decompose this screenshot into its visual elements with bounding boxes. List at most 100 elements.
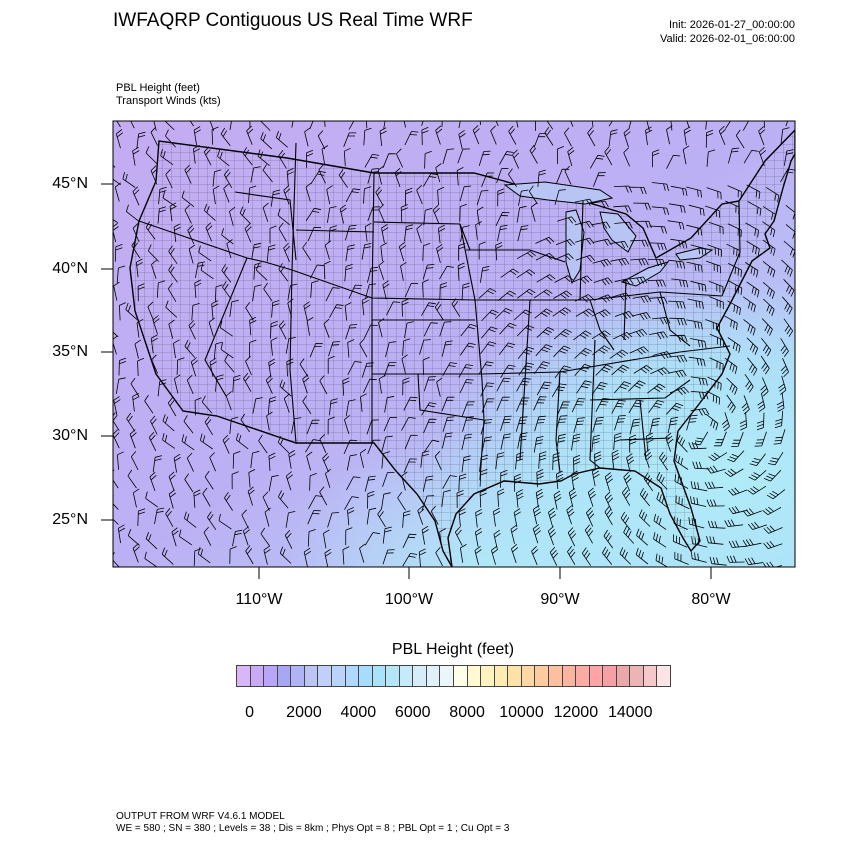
wind-barb [197,547,211,564]
colorbar-swatch [345,666,360,686]
colorbar-swatch [426,666,441,686]
wind-barb [367,206,381,222]
wind-barb [439,321,452,337]
wind-barb [669,387,690,396]
colorbar-swatch [264,666,278,686]
wind-barb [494,308,513,320]
wind-barb [571,433,581,451]
wind-barb [460,544,467,563]
wind-barb [229,416,239,434]
wind-barb [402,533,417,548]
wind-barb [423,173,438,187]
colorbar-tick-label: 14000 [607,704,653,721]
wind-barb [458,121,461,129]
lat-label-25n: 25°N [52,511,88,528]
wind-barb [742,121,750,131]
wind-barb [758,147,766,167]
wind-barb [704,205,720,218]
wind-barb [173,339,180,359]
wind-barb [200,263,214,280]
wind-barb [557,146,565,165]
wind-barb [215,374,224,392]
wind-barb [436,243,444,264]
wind-barb [516,377,531,392]
wind-barb [306,419,320,435]
wind-barb [668,259,686,269]
wind-barb [266,244,276,262]
wind-barb [653,532,667,548]
wind-barb [533,396,547,411]
wind-barb [345,399,356,416]
wind-barb [278,320,287,340]
wind-barb [420,450,430,468]
wind-barb [324,240,331,260]
wind-barb [495,211,510,226]
wind-barb [113,171,121,186]
colorbar-swatch [440,666,454,686]
wind-barb [747,357,758,376]
colorbar-swatch [562,666,577,686]
wind-barb [150,126,158,146]
wind-barb [220,127,231,147]
wind-barb [762,261,776,278]
wind-barb [396,148,404,168]
wind-barb [726,394,736,414]
wind-barb [673,516,688,530]
wind-barb [594,451,602,470]
wind-barb [147,301,154,321]
colorbar-swatch [386,666,400,686]
wind-barb [613,205,632,213]
wind-barb [184,473,194,493]
wind-barb [649,296,668,305]
wind-barb [513,309,532,321]
wind-barb [245,545,254,565]
wind-barb [232,374,241,393]
wind-barb [262,164,273,183]
wind-barb [746,337,759,355]
wind-barb [628,380,646,392]
wind-barb [537,169,546,187]
wind-barb [299,358,309,378]
wind-barb [193,548,202,566]
wind-barb [229,546,237,564]
wind-barb [636,528,649,546]
wind-barb [263,545,271,565]
wind-barb [423,376,436,392]
wind-barb [603,529,614,549]
wind-barb [756,412,765,431]
wind-barb [366,419,379,435]
wind-barb [422,356,430,376]
wind-barb [728,280,743,295]
wind-barb [553,290,573,299]
wind-barb [632,295,652,304]
wind-barb [478,241,486,260]
wind-barb [554,189,566,205]
wind-barb [727,450,745,463]
wind-barb [516,121,519,128]
wind-barb [306,451,313,471]
wind-barb [476,190,489,206]
wind-barb [591,121,594,128]
wind-barb [198,245,212,262]
wind-barb [497,290,516,302]
wind-barb [458,508,466,527]
wind-barb [347,339,355,358]
wind-barb [746,281,760,298]
wind-barb [136,318,144,338]
wind-barb [497,224,508,242]
wind-barb [760,355,770,375]
colorbar-swatch [454,666,468,686]
wind-barb [459,342,476,356]
plot-title: IWFAQRP Contiguous US Real Time WRF [113,10,473,31]
wind-barb [749,453,766,466]
wind-barb [401,298,409,317]
wind-barb [416,185,423,205]
wind-barb [402,377,410,396]
wind-barb [248,469,256,488]
wind-barb [591,330,611,340]
wind-barb [244,223,252,243]
wind-barb [367,266,379,283]
lat-label-30n: 30°N [52,427,88,444]
wind-barb [633,202,651,210]
wind-barb [439,528,446,547]
